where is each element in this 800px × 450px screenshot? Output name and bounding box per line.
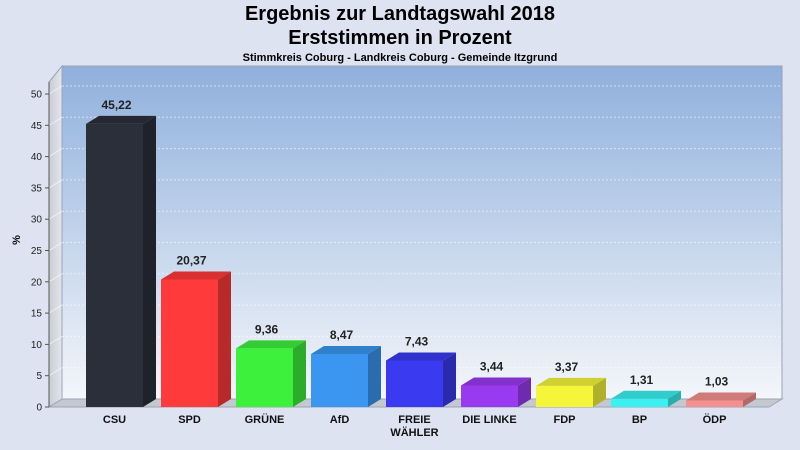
gridline-side	[48, 85, 63, 95]
bar-side	[593, 377, 606, 407]
value-label: 3,37	[555, 360, 579, 374]
category-label: SPD	[178, 414, 201, 426]
bar-front	[611, 398, 668, 407]
bar-front	[311, 353, 368, 407]
gridline-side	[48, 304, 63, 314]
bar-side	[518, 377, 531, 407]
category-label: DIE LINKE	[462, 414, 516, 426]
category-label: BP	[632, 414, 647, 426]
y-tick-label: 5	[36, 371, 42, 382]
bar-side	[143, 115, 156, 408]
value-label: 8,47	[330, 328, 354, 342]
bar-side	[368, 345, 381, 407]
gridline-side	[48, 179, 63, 189]
bar-top	[386, 352, 456, 361]
bar-front	[461, 385, 518, 407]
gridline-side	[48, 335, 63, 345]
bar-front	[161, 279, 218, 407]
bar-SPD	[161, 271, 231, 407]
bar-BP	[611, 390, 681, 407]
bar-top	[611, 390, 681, 399]
bar-front	[236, 348, 293, 407]
plot-left-wall	[48, 64, 63, 408]
value-label: 3,44	[480, 359, 504, 373]
gridline-side	[48, 367, 63, 377]
y-tick-label: 30	[31, 215, 43, 226]
gridline-side	[48, 242, 63, 251]
y-tick-label: 50	[31, 90, 43, 101]
bar-GRÜNE	[236, 340, 306, 407]
bars	[86, 115, 756, 408]
value-label: 20,37	[176, 253, 206, 267]
bar-top	[86, 115, 156, 124]
category-label: AfD	[330, 414, 350, 426]
y-tick-label: 0	[36, 403, 42, 414]
y-tick-label: 45	[31, 121, 43, 132]
gridline-side	[48, 210, 63, 220]
y-axis-ticks: 0 5 10 15 20 25 30 35 40 45 50	[31, 82, 50, 414]
chart-title-2: Erststimmen in Prozent	[288, 27, 512, 49]
value-label: 7,43	[405, 334, 429, 348]
bar-top	[311, 345, 381, 354]
y-tick-label: 20	[31, 277, 43, 288]
bar-side	[443, 352, 456, 407]
bar-ÖDP	[686, 392, 756, 407]
category-label: ÖDP	[703, 413, 727, 426]
category-label: GRÜNE	[245, 413, 285, 426]
gridline-side	[48, 116, 63, 126]
y-tick-label: 40	[31, 152, 43, 163]
bar-DIE LINKE	[461, 377, 531, 407]
value-label: 45,22	[101, 98, 131, 112]
category-label: CSU	[103, 414, 126, 426]
bar-top	[236, 340, 306, 349]
title-block: Ergebnis zur Landtagswahl 2018 Erststimm…	[0, 2, 800, 66]
chart-subtitle: Stimmkreis Coburg - Landkreis Coburg - G…	[242, 52, 558, 64]
gridline-side	[48, 148, 63, 158]
category-label: WÄHLER	[390, 426, 438, 439]
bar-side	[668, 390, 681, 407]
bar-side	[293, 340, 306, 407]
y-tick-label: 35	[31, 183, 43, 194]
bar-FDP	[536, 377, 606, 407]
bar-front	[686, 400, 743, 407]
bar-top	[536, 377, 606, 386]
bar-side	[743, 392, 756, 407]
bar-front	[86, 123, 143, 408]
bar-top	[686, 392, 756, 401]
bar-side	[218, 271, 231, 407]
bar-top	[161, 271, 231, 280]
y-tick-label: 25	[31, 246, 43, 257]
bar-AfD	[311, 345, 381, 407]
category-label: FREIE	[398, 414, 430, 426]
bar-CSU	[86, 115, 156, 408]
category-label: FDP	[554, 414, 576, 426]
gridline-side	[48, 273, 63, 283]
y-tick-label: 15	[31, 309, 43, 320]
labels: 45,22 CSU 20,37 SPD 9,36 GRÜNE 8,47 AfD 7,43 FREI…	[101, 98, 728, 439]
bar-front	[386, 360, 443, 407]
y-axis-label: %	[11, 235, 23, 245]
bar-FREIE WÄHLER	[386, 352, 456, 407]
chart-title: Ergebnis zur Landtagswahl 2018	[244, 3, 556, 25]
value-label: 1,31	[630, 373, 654, 387]
value-label: 1,03	[705, 375, 729, 389]
y-tick-label: 10	[31, 340, 43, 351]
bar-front	[536, 385, 593, 407]
value-label: 9,36	[255, 322, 279, 336]
bar-top	[461, 377, 531, 386]
